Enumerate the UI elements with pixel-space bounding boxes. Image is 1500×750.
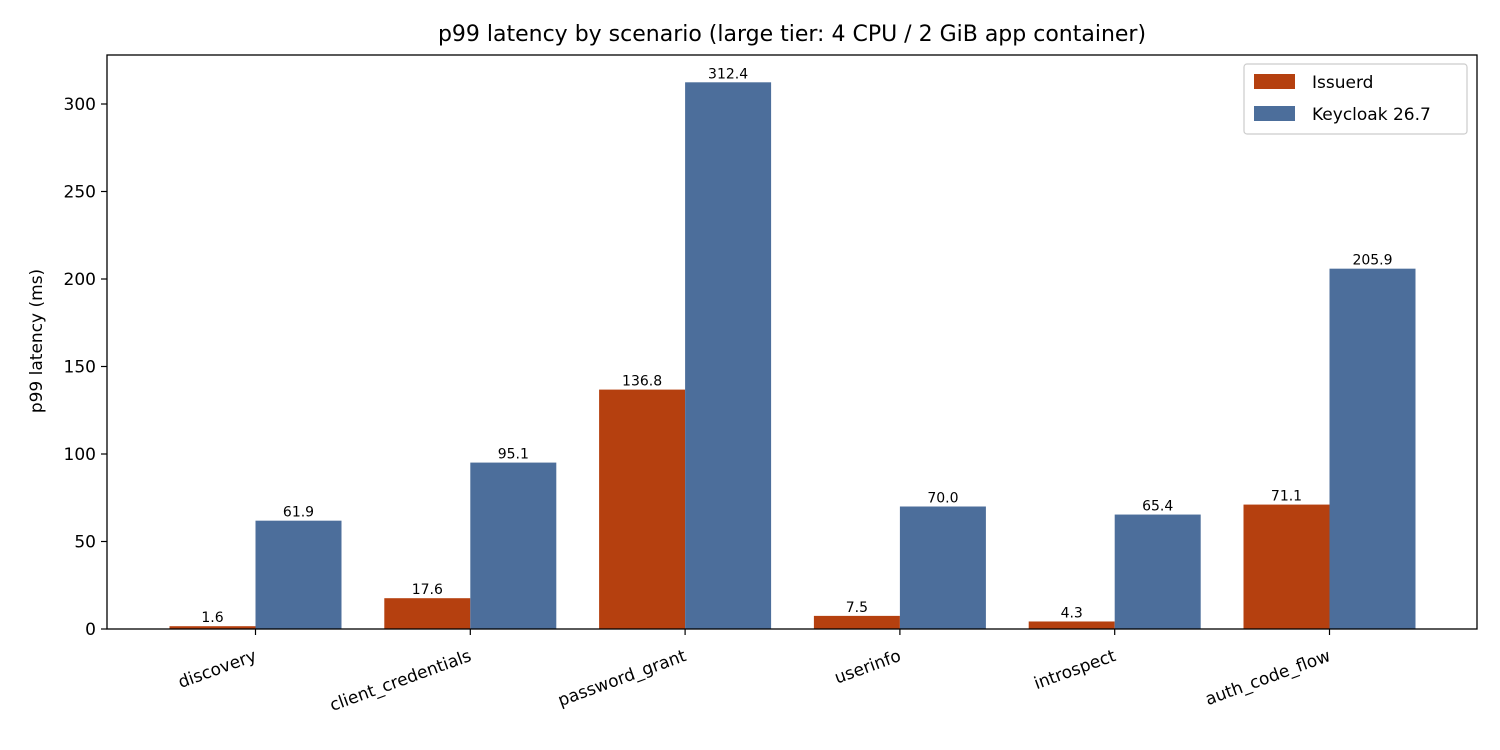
y-tick-label: 0 [85,620,96,640]
bar-keycloak-26-7-introspect [1114,514,1201,629]
legend-swatch-issuerd [1254,74,1295,89]
data-label: 61.9 [283,505,314,521]
y-tick-label: 50 [74,533,96,553]
bar-keycloak-26-7-password-grant [685,82,772,630]
data-label: 65.4 [1142,499,1173,515]
legend-frame [1243,63,1468,135]
bar-keycloak-26-7-userinfo [899,506,986,629]
bar-issuerd-auth-code-flow [1243,504,1330,629]
y-tick-label: 300 [64,95,96,115]
y-axis: 0 50 100 150 200 250 300 [64,95,107,640]
bar-keycloak-26-7-client-credentials [470,462,557,629]
legend-swatch-keycloak-26-7 [1254,106,1295,121]
data-label: 71.1 [1271,489,1302,505]
y-tick-label: 100 [64,445,96,465]
data-label: 312.4 [708,66,748,82]
data-label: 205.9 [1352,253,1392,269]
legend-label: Keycloak 26.7 [1312,105,1431,125]
y-tick-label: 150 [64,358,96,378]
legend-label: Issuerd [1312,73,1373,93]
x-tick-label: password_grant [555,646,689,711]
plot-frame [106,54,1478,630]
x-axis: discovery client_credentials password_gran… [176,629,1334,716]
bar-issuerd-discovery [169,626,256,629]
data-label: 7.5 [846,600,868,616]
bars-layer [169,82,1416,630]
bar-keycloak-26-7-discovery [255,520,342,629]
bar-issuerd-introspect [1028,621,1115,629]
bar-keycloak-26-7-auth-code-flow [1329,268,1416,629]
x-tick-label: discovery [176,646,260,693]
data-label: 95.1 [498,447,529,463]
chart-title: p99 latency by scenario (large tier: 4 C… [438,22,1146,47]
legend: Issuerd Keycloak 26.7 [1243,63,1468,135]
bar-issuerd-client-credentials [384,598,471,629]
data-label: 136.8 [622,374,662,390]
data-label: 4.3 [1061,605,1083,621]
x-tick-label: userinfo [832,646,904,688]
data-label: 70.0 [927,491,958,507]
x-tick-label: introspect [1031,646,1118,694]
data-label: 1.6 [201,610,223,626]
data-labels-layer: 1.6 61.9 17.6 95.1 136.8 312.4 7.5 70.0 4.3 65.4 7… [201,66,1392,626]
y-tick-label: 250 [64,183,96,203]
y-axis-title: p99 latency (ms) [27,269,47,413]
y-tick-label: 200 [64,270,96,290]
bar-issuerd-password-grant [599,389,686,629]
x-tick-label: client_credentials [327,646,474,716]
bar-issuerd-userinfo [813,615,900,630]
data-label: 17.6 [412,582,443,598]
x-tick-label: auth_code_flow [1203,646,1334,710]
